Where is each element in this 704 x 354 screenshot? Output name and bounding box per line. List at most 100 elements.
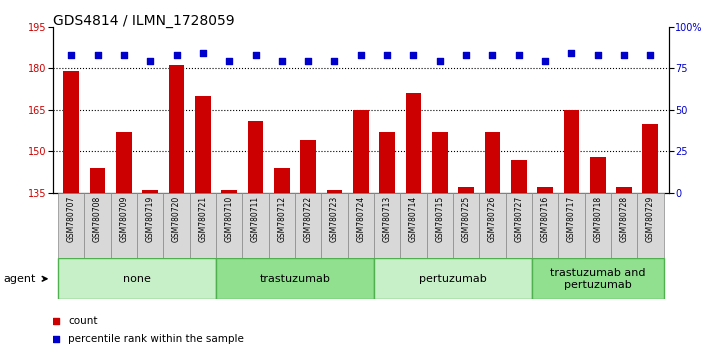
Point xyxy=(92,52,103,58)
Text: GSM780729: GSM780729 xyxy=(646,195,655,242)
Point xyxy=(171,52,182,58)
FancyBboxPatch shape xyxy=(532,193,558,258)
Point xyxy=(645,52,656,58)
Point xyxy=(382,52,393,58)
Bar xyxy=(406,93,422,193)
Bar xyxy=(89,168,106,193)
Point xyxy=(303,59,314,64)
Text: GSM780710: GSM780710 xyxy=(225,195,234,242)
Text: agent: agent xyxy=(4,274,36,284)
Point xyxy=(276,59,287,64)
Bar xyxy=(511,160,527,193)
Text: none: none xyxy=(123,274,151,284)
Bar xyxy=(563,110,579,193)
Bar xyxy=(484,132,501,193)
FancyBboxPatch shape xyxy=(374,193,401,258)
Text: GSM780718: GSM780718 xyxy=(593,195,602,242)
Point xyxy=(539,59,551,64)
Text: GSM780726: GSM780726 xyxy=(488,195,497,242)
Text: trastuzumab and
pertuzumab: trastuzumab and pertuzumab xyxy=(550,268,646,290)
Text: GSM780715: GSM780715 xyxy=(435,195,444,242)
Text: GSM780725: GSM780725 xyxy=(462,195,470,242)
Bar xyxy=(537,187,553,193)
FancyBboxPatch shape xyxy=(401,193,427,258)
Bar xyxy=(327,190,342,193)
Bar xyxy=(63,71,79,193)
Text: GSM780720: GSM780720 xyxy=(172,195,181,242)
Bar xyxy=(458,187,474,193)
Bar xyxy=(300,140,316,193)
Point xyxy=(566,50,577,56)
Text: GSM780711: GSM780711 xyxy=(251,195,260,242)
Point xyxy=(50,319,61,324)
Text: GSM780721: GSM780721 xyxy=(199,195,208,242)
FancyBboxPatch shape xyxy=(84,193,111,258)
Bar xyxy=(590,157,605,193)
Bar xyxy=(116,132,132,193)
Bar xyxy=(643,124,658,193)
FancyBboxPatch shape xyxy=(216,258,374,299)
Text: GSM780712: GSM780712 xyxy=(277,195,287,242)
Bar xyxy=(353,110,369,193)
Bar xyxy=(274,168,290,193)
FancyBboxPatch shape xyxy=(611,193,637,258)
Text: GDS4814 / ILMN_1728059: GDS4814 / ILMN_1728059 xyxy=(53,14,234,28)
Text: GSM780716: GSM780716 xyxy=(541,195,550,242)
FancyBboxPatch shape xyxy=(242,193,269,258)
Point xyxy=(355,52,366,58)
Bar xyxy=(379,132,395,193)
Point xyxy=(329,59,340,64)
FancyBboxPatch shape xyxy=(137,193,163,258)
Text: GSM780727: GSM780727 xyxy=(514,195,523,242)
FancyBboxPatch shape xyxy=(558,193,584,258)
FancyBboxPatch shape xyxy=(348,193,374,258)
Text: GSM780719: GSM780719 xyxy=(146,195,155,242)
FancyBboxPatch shape xyxy=(374,258,532,299)
Point xyxy=(486,52,498,58)
Text: GSM780713: GSM780713 xyxy=(383,195,391,242)
Point xyxy=(118,52,130,58)
Point xyxy=(460,52,472,58)
FancyBboxPatch shape xyxy=(269,193,295,258)
FancyBboxPatch shape xyxy=(479,193,505,258)
FancyBboxPatch shape xyxy=(58,258,216,299)
Point xyxy=(618,52,629,58)
Text: GSM780717: GSM780717 xyxy=(567,195,576,242)
Text: percentile rank within the sample: percentile rank within the sample xyxy=(68,334,244,344)
Text: GSM780708: GSM780708 xyxy=(93,195,102,242)
Point xyxy=(50,336,61,342)
FancyBboxPatch shape xyxy=(584,193,611,258)
Text: GSM780714: GSM780714 xyxy=(409,195,418,242)
Text: GSM780724: GSM780724 xyxy=(356,195,365,242)
Bar xyxy=(432,132,448,193)
Text: GSM780723: GSM780723 xyxy=(330,195,339,242)
Text: trastuzumab: trastuzumab xyxy=(260,274,330,284)
FancyBboxPatch shape xyxy=(295,193,321,258)
Point xyxy=(592,52,603,58)
Bar xyxy=(221,190,237,193)
Point xyxy=(224,59,235,64)
FancyBboxPatch shape xyxy=(532,258,664,299)
Text: count: count xyxy=(68,316,98,326)
FancyBboxPatch shape xyxy=(505,193,532,258)
Point xyxy=(144,59,156,64)
FancyBboxPatch shape xyxy=(111,193,137,258)
FancyBboxPatch shape xyxy=(453,193,479,258)
FancyBboxPatch shape xyxy=(58,193,84,258)
Text: pertuzumab: pertuzumab xyxy=(419,274,486,284)
FancyBboxPatch shape xyxy=(163,193,189,258)
Point xyxy=(434,59,446,64)
Text: GSM780728: GSM780728 xyxy=(620,195,629,242)
FancyBboxPatch shape xyxy=(637,193,664,258)
Bar xyxy=(248,121,263,193)
FancyBboxPatch shape xyxy=(427,193,453,258)
Point xyxy=(513,52,524,58)
Point xyxy=(65,52,77,58)
FancyBboxPatch shape xyxy=(216,193,242,258)
Bar xyxy=(169,65,184,193)
Text: GSM780722: GSM780722 xyxy=(303,195,313,242)
Bar xyxy=(142,190,158,193)
Text: GSM780709: GSM780709 xyxy=(120,195,128,242)
Point xyxy=(250,52,261,58)
FancyBboxPatch shape xyxy=(189,193,216,258)
